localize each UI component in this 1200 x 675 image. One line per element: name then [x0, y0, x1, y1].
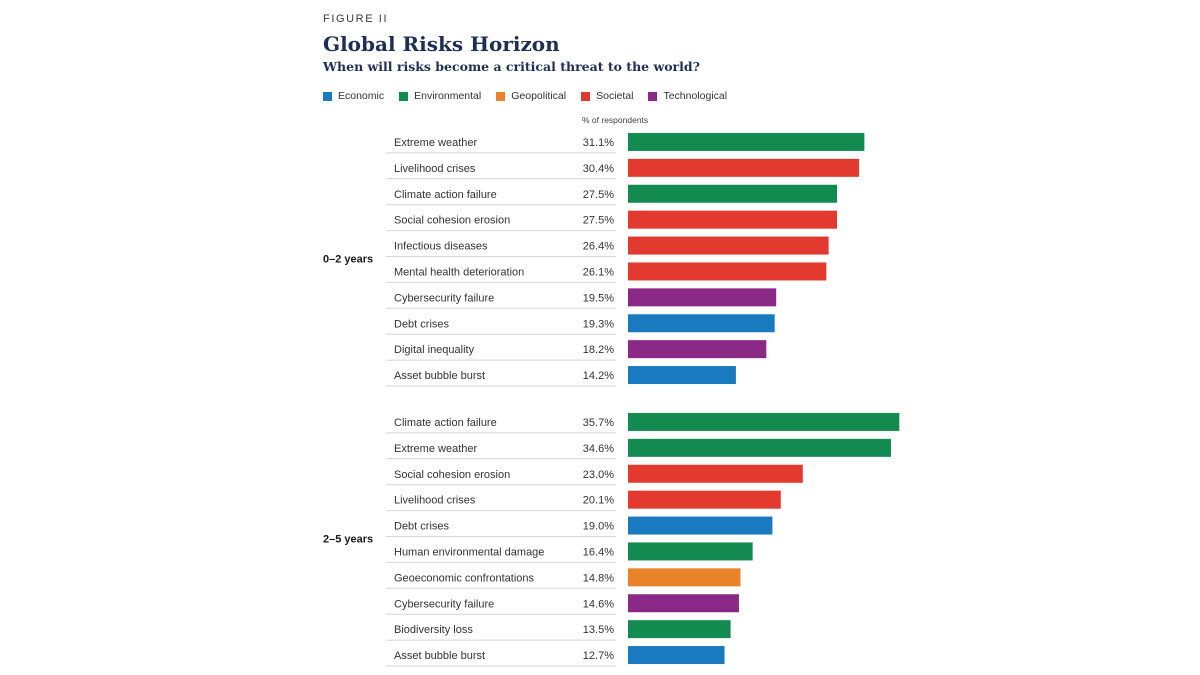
value-label: 19.0% [583, 521, 614, 533]
risk-label: Livelihood crises [394, 163, 476, 175]
risk-label: Livelihood crises [394, 495, 476, 507]
value-label: 19.3% [583, 318, 614, 330]
legend-swatch [581, 91, 591, 101]
bar [628, 412, 900, 431]
risk-label: Digital inequality [394, 344, 475, 356]
legend-label: Technological [663, 90, 728, 102]
value-label: 26.4% [583, 241, 614, 253]
bar [628, 490, 781, 509]
value-label: 14.8% [583, 572, 614, 584]
bar [628, 288, 777, 307]
legend-swatch [399, 91, 409, 101]
risk-label: Cybersecurity failure [394, 598, 494, 610]
legend-item-geopolitical: Geopolitical [496, 90, 566, 102]
risk-label: Cybersecurity failure [394, 292, 494, 304]
value-label: 19.5% [583, 292, 614, 304]
group-label: 2–5 years [323, 534, 373, 546]
risk-label: Geoeconomic confrontations [394, 572, 535, 584]
bar [628, 314, 775, 333]
legend-swatch [323, 91, 332, 101]
bar [628, 236, 829, 255]
bar [628, 366, 736, 385]
risk-label: Infectious diseases [394, 241, 488, 253]
risk-label: Climate action failure [394, 189, 497, 201]
bar [628, 464, 803, 483]
risk-label: Human environmental damage [394, 546, 544, 558]
legend-item-societal: Societal [581, 90, 633, 102]
risk-label: Extreme weather [394, 137, 477, 149]
risk-label: Debt crises [394, 318, 450, 330]
legend-label: Environmental [414, 90, 482, 102]
risk-label: Biodiversity loss [394, 624, 473, 636]
value-label: 14.2% [583, 370, 614, 382]
legend-label: Societal [596, 90, 634, 102]
chart-title: Global Risks Horizon [323, 32, 560, 56]
risk-label: Extreme weather [394, 443, 477, 455]
legend: Economic Environmental Geopolitical Soci… [323, 89, 742, 103]
legend-label: Geopolitical [511, 90, 567, 102]
value-label: 13.5% [583, 624, 614, 636]
legend-item-technological: Technological [648, 90, 727, 102]
risk-label: Social cohesion erosion [394, 215, 510, 227]
value-label: 27.5% [583, 215, 614, 227]
chart-subtitle: When will risks become a critical threat… [323, 59, 700, 74]
legend-item-economic: Economic [323, 90, 384, 102]
value-label: 16.4% [583, 546, 614, 558]
value-label: 31.1% [583, 137, 614, 149]
risk-label: Social cohesion erosion [394, 469, 510, 481]
bar [628, 158, 860, 177]
bar [628, 262, 827, 281]
value-label: 27.5% [583, 189, 614, 201]
risk-label: Climate action failure [394, 417, 497, 429]
bar [628, 568, 741, 587]
risk-label: Debt crises [394, 521, 450, 533]
bar [628, 646, 725, 665]
bar [628, 340, 767, 359]
bar [628, 542, 753, 561]
bar [628, 184, 837, 203]
bar [628, 516, 773, 535]
bar [628, 594, 739, 613]
value-label: 34.6% [583, 443, 614, 455]
risk-label: Asset bubble burst [394, 650, 485, 662]
risk-label: Mental health deterioration [394, 266, 524, 278]
value-label: 12.7% [583, 650, 614, 662]
value-label: 14.6% [583, 598, 614, 610]
value-label: 23.0% [583, 469, 614, 481]
group-label: 0–2 years [323, 254, 373, 266]
bar [628, 132, 865, 151]
risk-label: Asset bubble burst [394, 370, 485, 382]
value-label: 26.1% [583, 266, 614, 278]
value-label: 20.1% [583, 495, 614, 507]
legend-swatch [648, 91, 658, 101]
value-label: 18.2% [583, 344, 614, 356]
bar [628, 210, 837, 229]
legend-label: Economic [338, 90, 385, 102]
value-label: 30.4% [583, 163, 614, 175]
figure-label: FIGURE II [323, 13, 389, 25]
value-label: 35.7% [583, 417, 614, 429]
bar [628, 438, 891, 457]
bar [628, 620, 731, 639]
column-header: % of respondents [582, 115, 649, 125]
legend-item-environmental: Environmental [399, 90, 481, 102]
legend-swatch [496, 91, 506, 101]
